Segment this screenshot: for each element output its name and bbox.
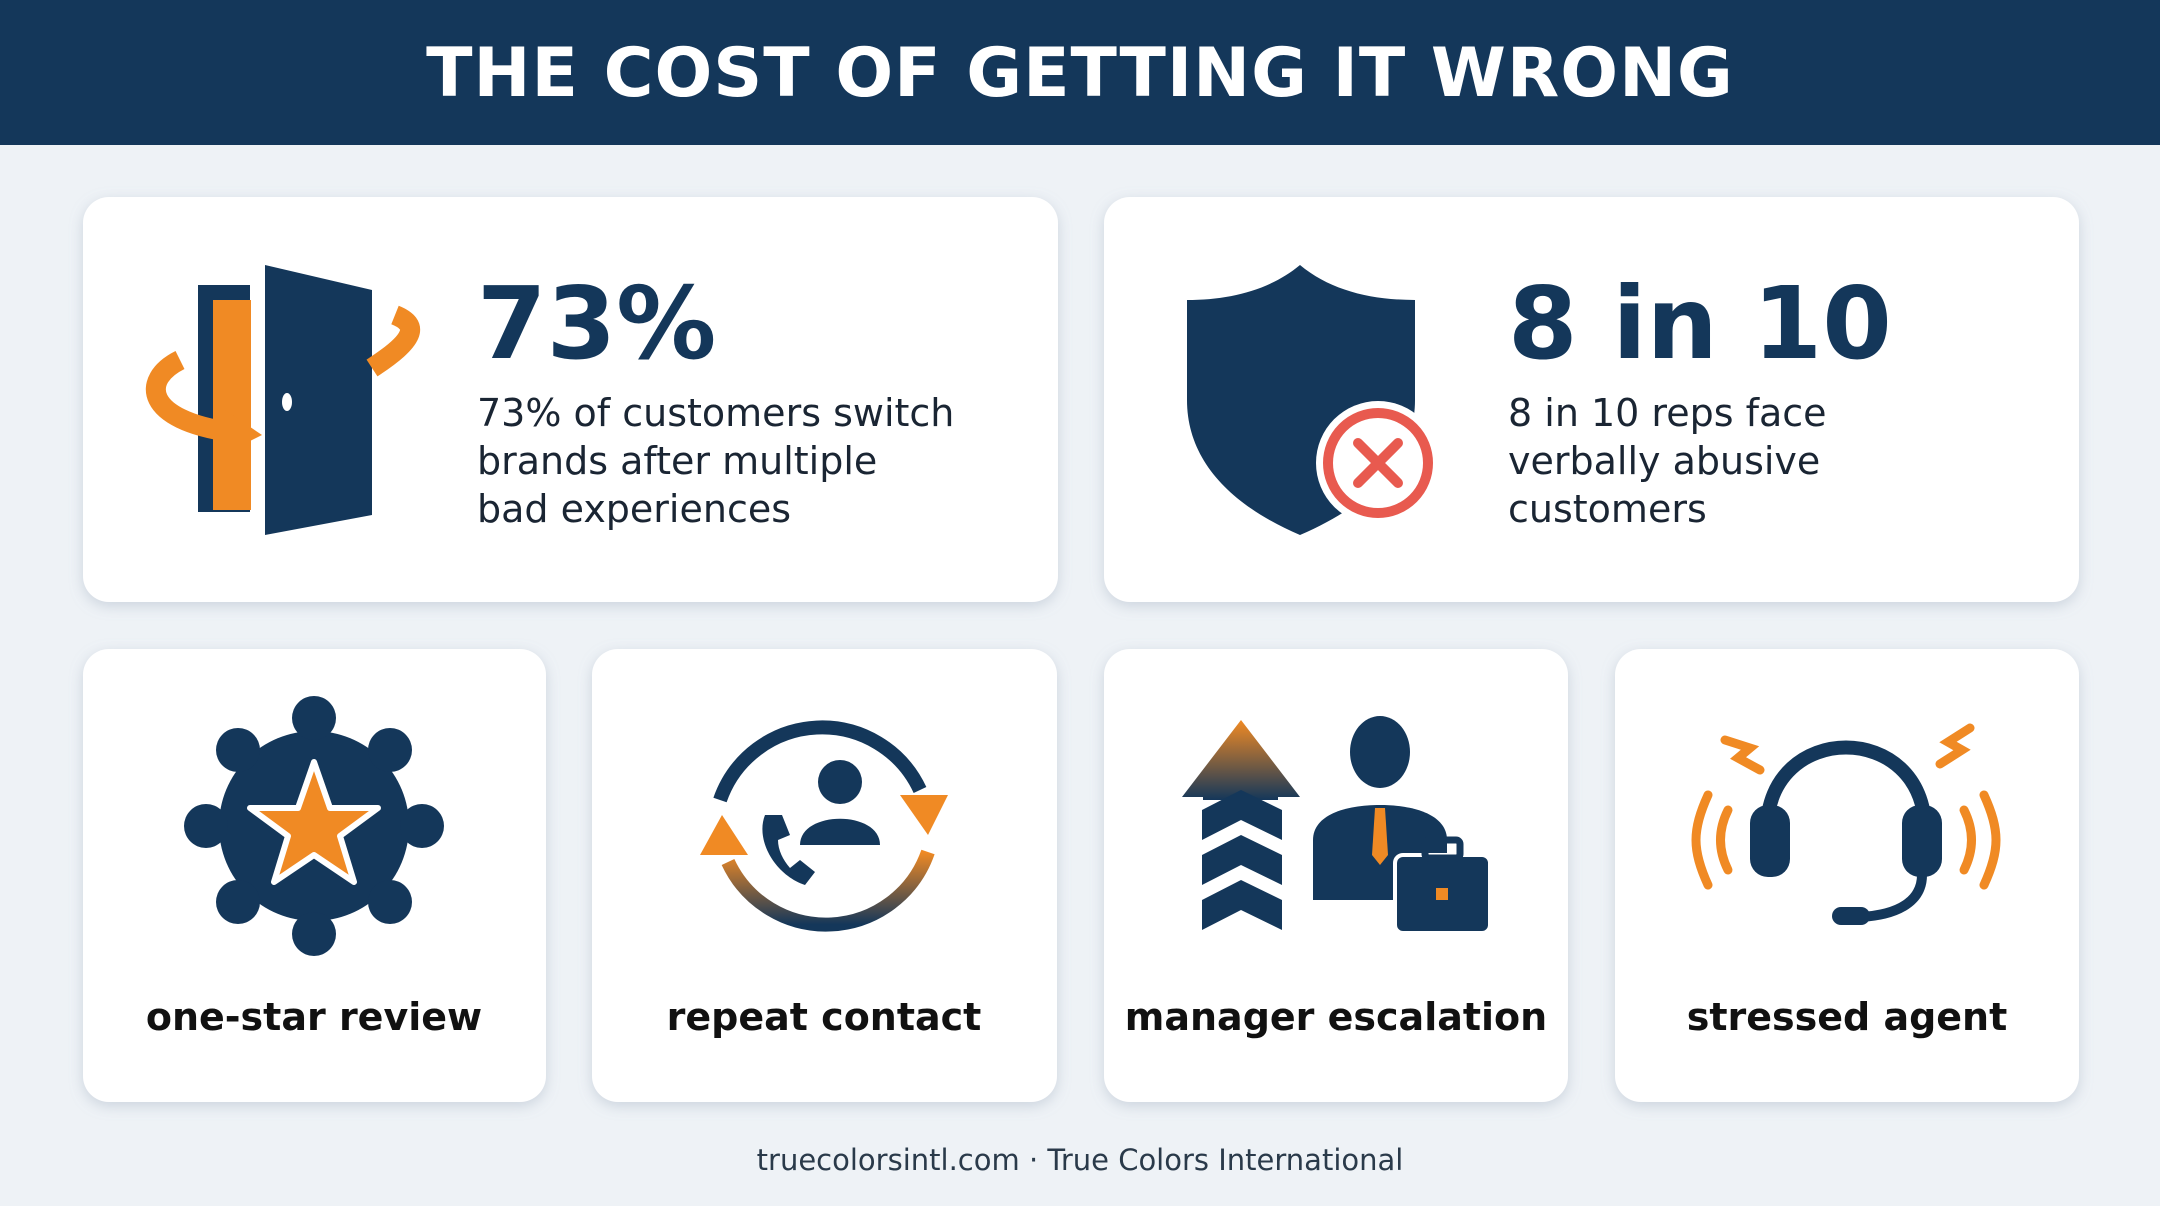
star-icon: [184, 696, 444, 956]
footer-text: truecolorsintl.com · True Colors Interna…: [757, 1143, 1404, 1177]
item-label: manager escalation: [1125, 995, 1547, 1039]
escalation-icon: [1182, 716, 1492, 935]
page-title: THE COST OF GETTING IT WRONG: [426, 34, 1734, 113]
stat-big: 73%: [477, 265, 716, 382]
stat-line: 8 in 10 reps face: [1508, 391, 1827, 435]
stat-line: bad experiences: [477, 487, 791, 531]
stat-line: verbally abusive: [1508, 439, 1820, 483]
header-bar: [0, 0, 2160, 145]
item-label: repeat contact: [667, 995, 982, 1039]
stat-big: 8 in 10: [1508, 265, 1892, 382]
item-label: stressed agent: [1687, 995, 2008, 1039]
stat-line: customers: [1508, 487, 1707, 531]
headset-icon: [1691, 723, 2001, 925]
stat-line: 73% of customers switch: [477, 391, 954, 435]
item-label: one-star review: [146, 995, 482, 1039]
stat-line: brands after multiple: [477, 439, 877, 483]
door-icon: [145, 265, 420, 535]
repeat-icon: [700, 720, 948, 932]
shield-icon: [1187, 265, 1440, 535]
